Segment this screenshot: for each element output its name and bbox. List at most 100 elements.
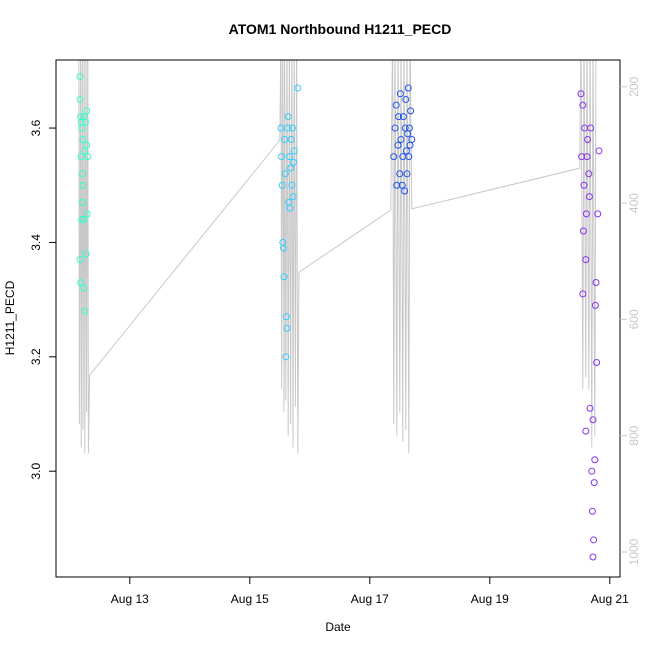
- point: [290, 147, 298, 155]
- point: [82, 250, 90, 258]
- point: [287, 135, 295, 143]
- plot-area: [76, 60, 603, 561]
- point: [589, 416, 597, 424]
- point: [278, 181, 286, 189]
- point: [287, 164, 295, 172]
- point: [590, 479, 598, 487]
- point: [282, 313, 290, 321]
- point: [76, 95, 84, 103]
- point: [580, 181, 588, 189]
- point: [391, 124, 399, 132]
- point: [396, 90, 404, 98]
- point: [585, 193, 593, 201]
- point: [586, 404, 594, 412]
- point: [283, 324, 291, 332]
- x-axis-label: Date: [325, 620, 351, 634]
- point: [81, 118, 89, 126]
- point: [81, 307, 89, 315]
- point: [286, 204, 294, 212]
- x-tick-label: Aug 15: [231, 592, 269, 606]
- point: [407, 107, 415, 115]
- point: [398, 181, 406, 189]
- point: [80, 284, 88, 292]
- point: [279, 244, 287, 252]
- y2-tick-label: 600: [627, 309, 641, 329]
- point: [401, 124, 409, 132]
- point: [587, 124, 595, 132]
- point: [402, 147, 410, 155]
- point: [397, 135, 405, 143]
- point: [588, 467, 596, 475]
- point: [393, 181, 401, 189]
- point: [405, 153, 413, 161]
- point: [579, 101, 587, 109]
- point: [590, 536, 598, 544]
- y-tick-label: 3.0: [29, 463, 43, 480]
- point: [405, 124, 413, 132]
- y-axis-label: H1211_PECD: [3, 280, 17, 355]
- point: [84, 153, 92, 161]
- point: [76, 73, 84, 81]
- point: [80, 216, 88, 224]
- y-tick-label: 3.6: [29, 119, 43, 136]
- y-tick-label: 3.4: [29, 234, 43, 251]
- point: [585, 170, 593, 178]
- point: [278, 153, 286, 161]
- point: [592, 278, 600, 286]
- point: [399, 113, 407, 121]
- point: [288, 124, 296, 132]
- point: [591, 456, 599, 464]
- line-series: [78, 60, 597, 454]
- plot-frame: [55, 59, 621, 578]
- point: [76, 256, 84, 264]
- point: [78, 124, 86, 132]
- y2-tick-label: 200: [627, 76, 641, 96]
- point: [79, 181, 87, 189]
- point: [78, 198, 86, 206]
- point: [392, 101, 400, 109]
- point: [577, 90, 585, 98]
- point: [404, 84, 412, 92]
- point: [394, 141, 402, 149]
- point: [582, 210, 590, 218]
- point: [281, 135, 289, 143]
- point: [77, 153, 85, 161]
- point: [390, 153, 398, 161]
- point: [294, 84, 302, 92]
- point: [591, 301, 599, 309]
- point: [284, 124, 292, 132]
- point: [588, 507, 596, 515]
- point: [402, 95, 410, 103]
- chart-title: ATOM1 Northbound H1211_PECD: [229, 21, 452, 37]
- point: [583, 153, 591, 161]
- x-tick-label: Aug 13: [111, 592, 149, 606]
- point: [281, 170, 289, 178]
- point: [288, 181, 296, 189]
- point: [578, 153, 586, 161]
- point: [582, 256, 590, 264]
- point: [83, 210, 91, 218]
- point: [401, 187, 409, 195]
- point: [403, 170, 411, 178]
- y2-tick-label: 1000: [627, 538, 641, 565]
- point: [579, 290, 587, 298]
- y2-tick-label: 800: [627, 425, 641, 445]
- x-tick-label: Aug 17: [351, 592, 389, 606]
- point: [77, 278, 85, 286]
- point: [595, 147, 603, 155]
- point: [83, 107, 91, 115]
- point: [285, 153, 293, 161]
- point: [593, 359, 601, 367]
- point: [395, 113, 403, 121]
- point: [277, 124, 285, 132]
- y-tick-label: 3.2: [29, 348, 43, 365]
- point: [396, 170, 404, 178]
- point: [289, 193, 297, 201]
- point: [83, 141, 91, 149]
- point: [280, 273, 288, 281]
- point: [594, 210, 602, 218]
- y2-tick-label: 400: [627, 193, 641, 213]
- point: [284, 113, 292, 121]
